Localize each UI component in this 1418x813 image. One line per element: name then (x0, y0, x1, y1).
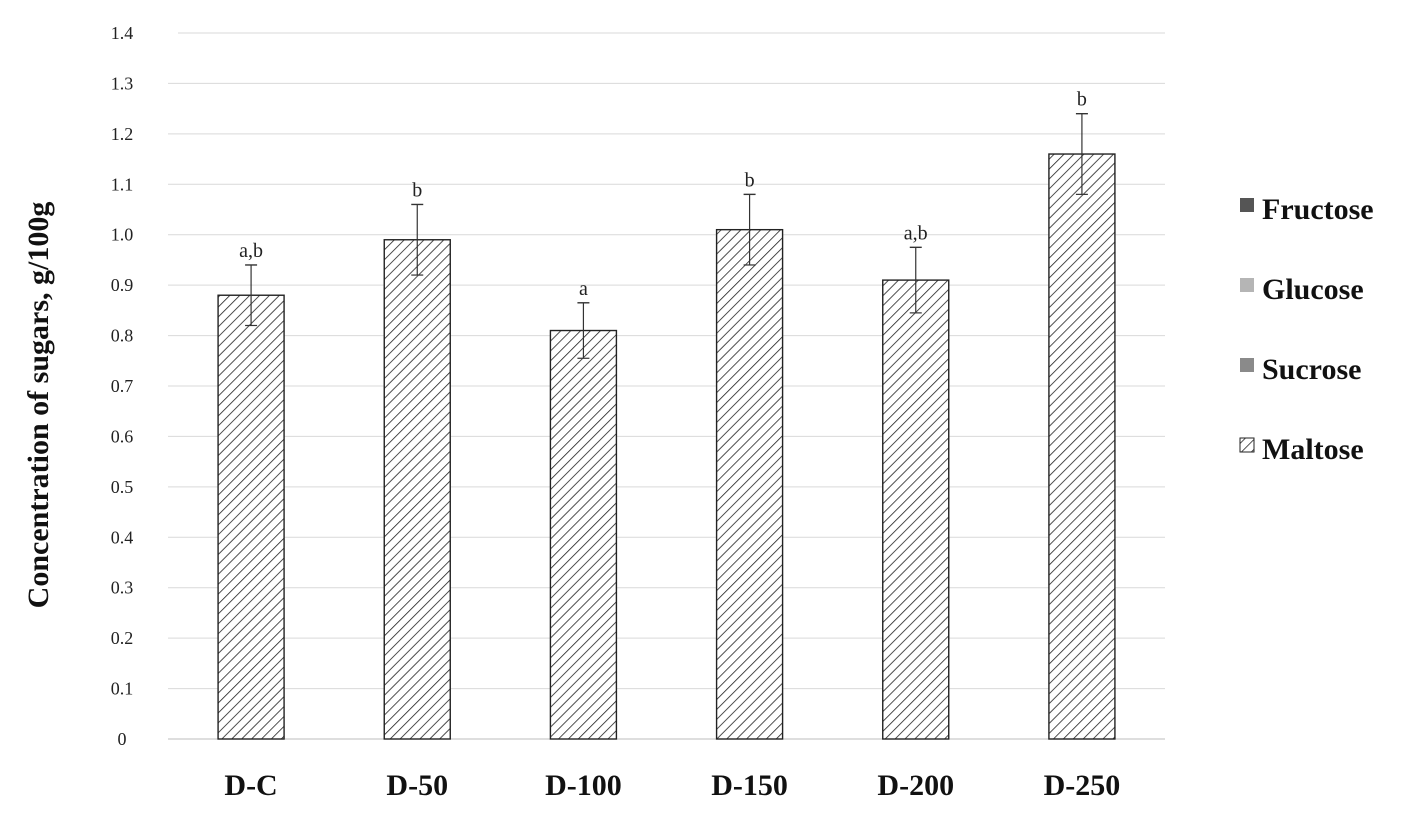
y-tick-label: 1.3 (111, 73, 134, 93)
y-tick-label: 0.8 (111, 326, 134, 346)
significance-label: a (579, 278, 588, 300)
legend-swatch-fructose (1240, 198, 1254, 212)
legend-label-fructose: Fructose (1262, 193, 1374, 226)
y-tick-label: 0.5 (111, 477, 134, 497)
y-tick-label: 0.6 (111, 426, 134, 446)
legend-label-sucrose: Sucrose (1262, 353, 1361, 386)
bar-d-50 (383, 239, 451, 740)
y-tick-label: 1.0 (111, 225, 134, 245)
significance-label: b (412, 179, 422, 201)
legend: Fructose Glucose Sucrose Maltose (1239, 193, 1374, 466)
significance-label: b (745, 169, 755, 191)
bar-d-c (217, 294, 285, 740)
category-label: D-C (224, 769, 277, 802)
legend-label-glucose: Glucose (1262, 273, 1364, 306)
y-axis-label: Concentration of sugars, g/100g (22, 202, 55, 609)
significance-label: a,b (239, 240, 263, 262)
y-tick-label: 0.9 (111, 275, 134, 295)
y-tick-label: 0.7 (111, 376, 134, 396)
y-tick-label: 0.4 (111, 527, 134, 547)
y-tick-label: 0.3 (111, 578, 134, 598)
legend-swatch-glucose (1240, 278, 1254, 292)
category-label: D-200 (877, 769, 954, 802)
bar-d-200 (882, 279, 950, 740)
category-labels: D-C D-50 D-100 D-150 D-200 D-250 (224, 769, 1120, 802)
category-label: D-100 (545, 769, 622, 802)
y-tick-label: 1.1 (111, 174, 134, 194)
significance-label: b (1077, 89, 1087, 111)
y-tick-label: 1.2 (111, 124, 134, 144)
category-label: D-250 (1044, 769, 1121, 802)
significance-label: a,b (904, 222, 928, 244)
bar-d-250 (1048, 153, 1116, 740)
y-tick-label: 0.1 (111, 679, 134, 699)
legend-label-maltose: Maltose (1262, 433, 1364, 466)
bars: a,b b a b a,b b (217, 89, 1116, 740)
y-axis-ticks: 0 0.1 0.2 0.3 0.4 0.5 0.6 0.7 0.8 0.9 1.0 1.1 1.2 1.3… (111, 23, 134, 749)
legend-swatch-sucrose (1240, 358, 1254, 372)
category-label: D-150 (711, 769, 788, 802)
y-tick-label: 0.2 (111, 628, 134, 648)
grid-lines (168, 32, 1165, 740)
bar-d-150 (715, 228, 784, 740)
legend-swatch-maltose (1239, 437, 1255, 453)
bar-d-100 (549, 329, 618, 740)
category-label: D-50 (386, 769, 448, 802)
y-tick-label: 0 (118, 729, 127, 749)
y-tick-label: 1.4 (111, 23, 134, 43)
